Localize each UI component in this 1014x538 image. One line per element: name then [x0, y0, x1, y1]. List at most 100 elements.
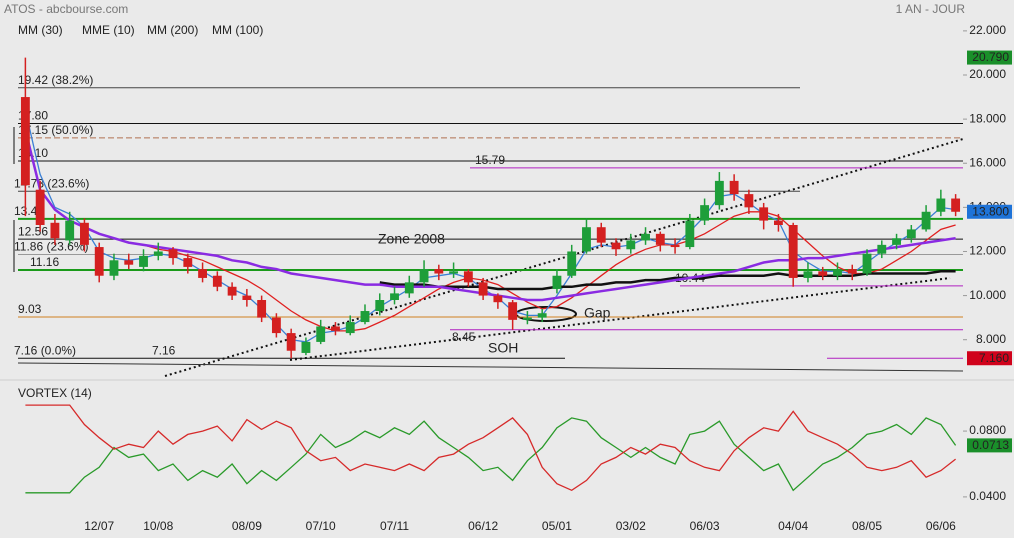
candle-body [774, 220, 783, 225]
candle-body [906, 229, 916, 239]
period-label: 1 AN - JOUR [896, 2, 966, 16]
candle-body [109, 260, 119, 276]
candle-body [419, 269, 429, 283]
moving-average [24, 129, 956, 302]
moving-average [24, 110, 956, 343]
y-tick-label: 16.000 [969, 155, 1006, 169]
price-badge [967, 351, 1012, 366]
x-tick-label: 07/10 [306, 519, 336, 533]
legend-entry: MM (100) [212, 23, 263, 37]
candle-body [242, 295, 252, 300]
candle-body [227, 286, 237, 296]
legend-entry: MM (200) [147, 23, 198, 37]
x-tick-label: 08/05 [852, 519, 882, 533]
y-tick-label: 18.000 [969, 111, 1006, 125]
candle-body [729, 180, 739, 195]
x-tick-label: 04/04 [778, 519, 808, 533]
annotation: Zone 2008 [378, 231, 445, 247]
candle-body [20, 97, 30, 186]
price-badge-label: 7.160 [979, 351, 1009, 365]
x-tick-label: 06/12 [468, 519, 498, 533]
candle-body [375, 300, 385, 312]
y-tick-label: 0.0400 [969, 489, 1006, 503]
candle-body [670, 244, 680, 248]
level-label: 9.03 [18, 302, 42, 316]
candle-body [936, 198, 946, 212]
candle-body [434, 269, 444, 274]
y-tick-label: 8.000 [976, 332, 1006, 346]
y-tick-label: 22.000 [969, 23, 1006, 37]
annotation: Gap [584, 305, 611, 321]
candle-body [522, 317, 532, 320]
vortex-line [25, 417, 957, 494]
candle-body [404, 282, 414, 294]
candle-body [655, 233, 665, 245]
candle-body [183, 258, 193, 267]
candle-body [847, 269, 857, 274]
candle-body [493, 295, 503, 303]
candle-body [94, 247, 104, 276]
candle-body [833, 269, 842, 276]
candle-body [463, 271, 473, 283]
level-label: 11.16 [30, 255, 59, 269]
candle-body [271, 317, 281, 334]
price-badge-label: 13.800 [972, 204, 1009, 218]
candle-body [892, 238, 901, 245]
level-label: 14.73 (23.6%) [14, 176, 89, 190]
candle-body [478, 282, 488, 296]
y-tick-label: 10.000 [969, 288, 1006, 302]
x-tick-label: 06/03 [690, 519, 720, 533]
candle-body [700, 205, 710, 221]
price-badge-label: 20.790 [972, 50, 1009, 64]
legend-entry: MME (10) [82, 23, 135, 37]
candle-body [35, 189, 45, 225]
level-label: 8.45 [452, 330, 476, 344]
level-label: 12.56 [18, 224, 48, 238]
candle-body [921, 211, 931, 230]
candle-body [212, 275, 222, 287]
candle-body [803, 271, 813, 278]
candle-body [951, 198, 961, 212]
x-tick-label: 08/09 [232, 519, 262, 533]
candle-body [316, 326, 326, 342]
candle-body [449, 271, 459, 274]
trend-line [164, 138, 964, 377]
x-tick-label: 05/01 [542, 519, 572, 533]
candle-body [877, 244, 887, 254]
candle-body [626, 240, 636, 250]
candle-body [582, 227, 591, 252]
level-label: 7.16 (0.0%) [14, 343, 76, 357]
y-tick-label: 0.0800 [969, 423, 1006, 437]
candle-body [788, 225, 798, 278]
level-label: 15.79 [475, 153, 505, 167]
candle-body [818, 271, 828, 276]
candle-body [611, 242, 621, 250]
price-badge-label: 0.0713 [972, 438, 1009, 452]
x-tick-label: 06/06 [926, 519, 956, 533]
level-label: 7.16 [152, 343, 176, 357]
candle-body [360, 311, 370, 323]
candle-body [345, 322, 355, 334]
candle-body [124, 260, 134, 265]
candle-body [153, 251, 163, 256]
candle-body [567, 251, 577, 276]
candle-body [257, 300, 267, 318]
x-tick-label: 10/08 [143, 519, 173, 533]
y-tick-label: 20.000 [969, 67, 1006, 81]
candle-body [537, 313, 547, 318]
annotation: SOH [488, 340, 518, 356]
candle-body [641, 233, 650, 241]
candle-body [552, 275, 562, 289]
candle-body [862, 253, 872, 274]
price-badge [967, 438, 1012, 453]
candle-body [759, 207, 769, 221]
trend-line [17, 362, 964, 372]
moving-average [379, 270, 956, 291]
price-badge [967, 50, 1012, 65]
source-label: ATOS - abcbourse.com [4, 2, 128, 16]
x-tick-label: 03/02 [616, 519, 646, 533]
trend-line [289, 277, 951, 361]
candle-body [508, 302, 518, 320]
indicator-title: VORTEX (14) [18, 386, 92, 400]
